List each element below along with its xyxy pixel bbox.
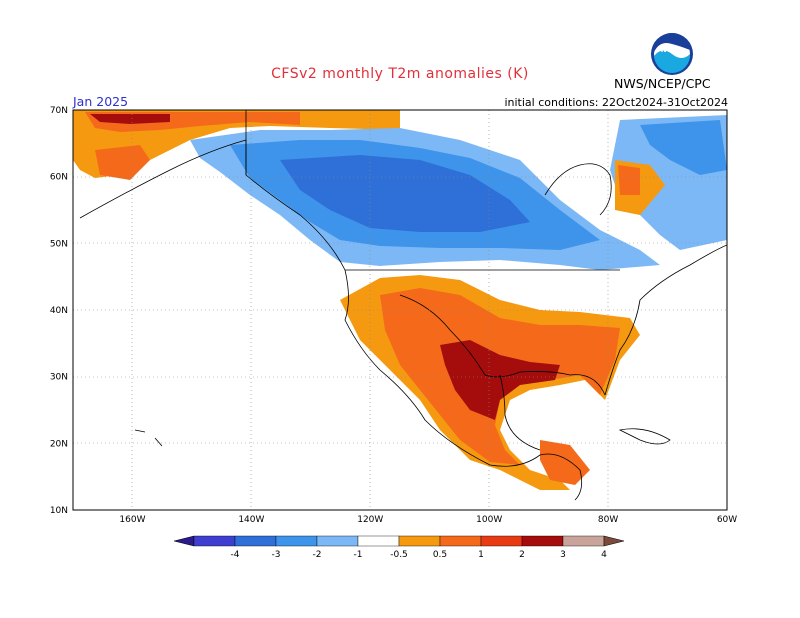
colorbar-swatch (234, 535, 277, 547)
colorbar-swatch (480, 535, 523, 547)
initial-conditions: initial conditions: 22Oct2024-31Oct2024 (504, 96, 728, 109)
colorbar: -4 -3 -2 -1 -0.5 0.5 1 2 3 4 (173, 535, 625, 560)
colorbar-swatch (398, 535, 441, 547)
cool-east-mid (640, 120, 727, 175)
warm-us-extreme (440, 340, 560, 420)
colorbar-swatch (357, 535, 400, 547)
colorbar-swatch (562, 535, 605, 547)
lat-label: 10N (50, 506, 68, 516)
cool-canada-core (280, 155, 530, 232)
colorbar-swatch (193, 535, 236, 547)
colorbar-label: -4 (231, 550, 240, 560)
lat-label: 40N (50, 306, 68, 316)
colorbar-label: 1 (478, 550, 484, 560)
warm-arctic-extreme (90, 114, 170, 124)
longitude-labels: 160W 140W 120W 100W 80W 60W (119, 515, 737, 525)
colorbar-swatch (316, 535, 359, 547)
colorbar-label: -3 (272, 550, 281, 560)
warm-alaska-west (95, 145, 150, 180)
lat-label: 70N (50, 106, 68, 116)
lon-label: 60W (717, 515, 737, 525)
colorbar-label: -0.5 (390, 550, 408, 560)
lon-label: 120W (357, 515, 383, 525)
warm-central-america (540, 440, 590, 485)
warm-labrador-strong (618, 165, 640, 195)
latitude-labels: 70N 60N 50N 40N 30N 20N 10N (50, 106, 68, 516)
colorbar-label: 4 (601, 550, 607, 560)
colorbar-arrow-right (603, 535, 625, 547)
lon-label: 80W (598, 515, 618, 525)
noaa-logo-icon: NOAA (651, 32, 693, 75)
gridlines (73, 110, 727, 510)
map-title: CFSv2 monthly T2m anomalies (K) (271, 66, 529, 82)
forecast-month: Jan 2025 (73, 94, 129, 109)
colorbar-label: 3 (560, 550, 566, 560)
colorbar-label: -1 (354, 550, 363, 560)
lon-label: 140W (238, 515, 264, 525)
colorbar-label: 0.5 (433, 550, 447, 560)
colorbar-arrow-left (173, 535, 195, 547)
colorbar-swatch (521, 535, 564, 547)
map-frame (72, 109, 728, 511)
lat-label: 20N (50, 439, 68, 449)
colorbar-swatch (439, 535, 482, 547)
colorbar-label: 2 (519, 550, 525, 560)
lat-label: 60N (50, 173, 68, 183)
lon-label: 160W (119, 515, 145, 525)
colorbar-label: -2 (313, 550, 322, 560)
anomaly-field (73, 110, 727, 490)
lon-label: 100W (476, 515, 502, 525)
lat-label: 50N (50, 239, 68, 249)
logo-text: NOAA (661, 46, 684, 54)
lat-label: 30N (50, 373, 68, 383)
agency-label: NWS/NCEP/CPC (614, 76, 711, 91)
colorbar-swatch (275, 535, 318, 547)
